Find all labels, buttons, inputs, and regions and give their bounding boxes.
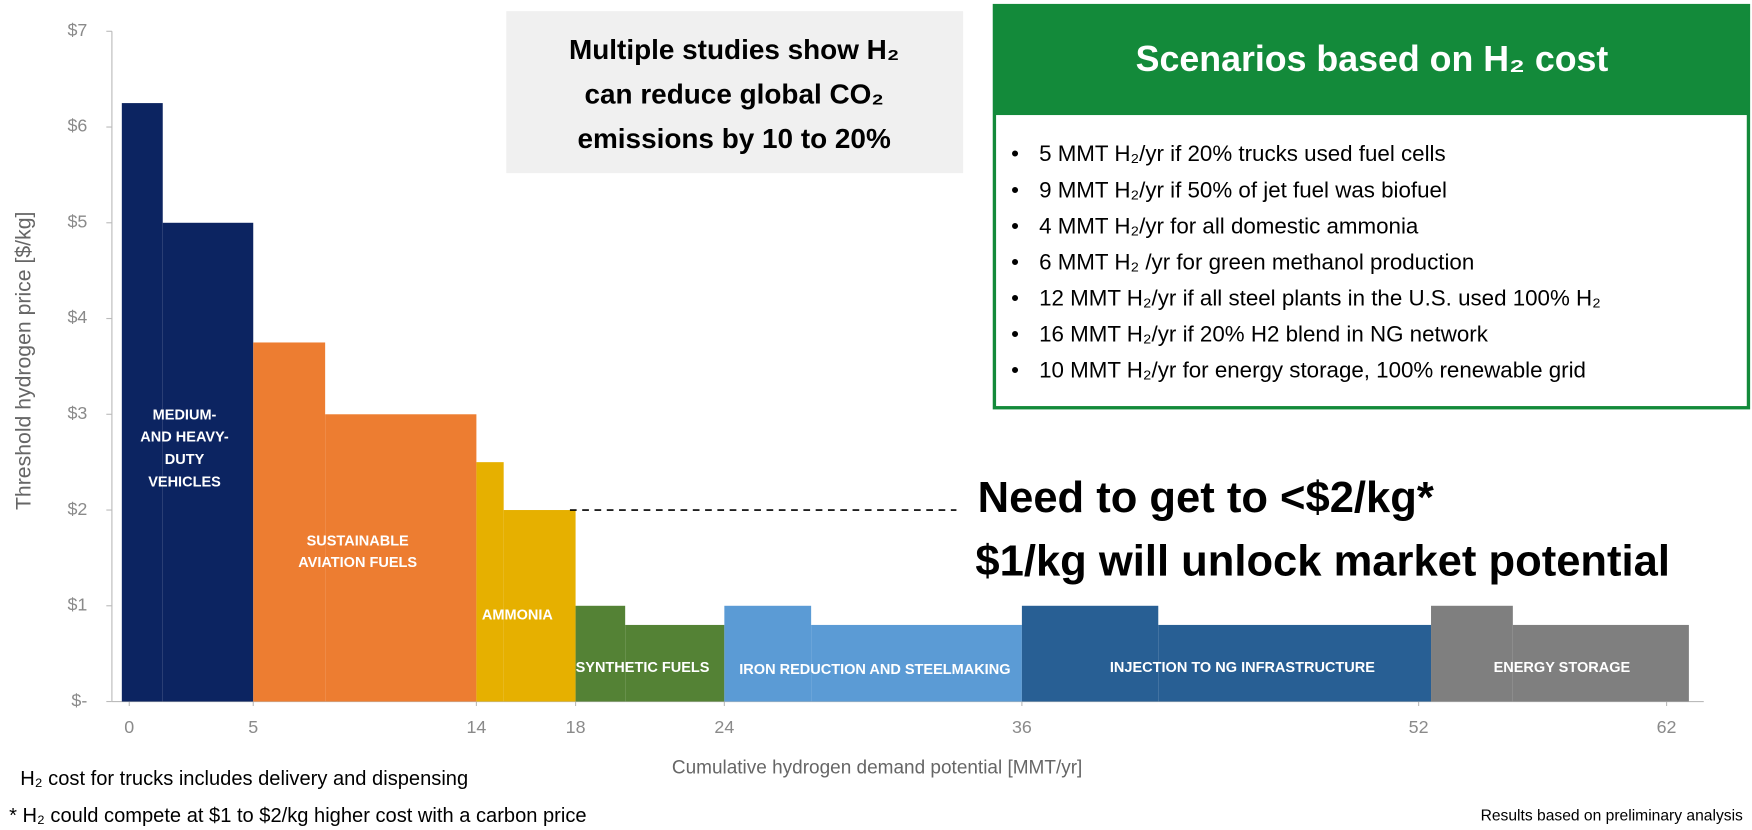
- source-note: Results based on preliminary analysis: [1481, 808, 1743, 825]
- bar: [625, 624, 725, 702]
- bar: [724, 605, 812, 702]
- bullet: •: [1011, 177, 1019, 202]
- segment-label: VEHICLES: [148, 474, 221, 490]
- bar: [162, 222, 254, 702]
- x-tick-label: 0: [124, 717, 134, 737]
- footnote: * H₂ could compete at $1 to $2/kg higher…: [9, 805, 586, 827]
- y-tick-label: $1: [67, 595, 87, 615]
- bar: [476, 462, 504, 702]
- bullet: •: [1011, 322, 1019, 347]
- scenario-item: 9 MMT H₂/yr if 50% of jet fuel was biofu…: [1039, 177, 1447, 202]
- x-tick-label: 62: [1657, 717, 1677, 737]
- bullet: •: [1011, 141, 1019, 166]
- bar: [121, 103, 163, 702]
- bar: [1158, 624, 1432, 702]
- segment-label: SYNTHETIC FUELS: [576, 660, 710, 676]
- bar: [325, 414, 477, 702]
- segment-label: AMMONIA: [482, 607, 553, 623]
- bar: [253, 342, 326, 702]
- bar: [811, 624, 1022, 702]
- x-axis-label: Cumulative hydrogen demand potential [MM…: [672, 758, 1082, 779]
- y-tick-label: $-: [71, 690, 87, 710]
- scenario-item: 4 MMT H₂/yr for all domestic ammonia: [1039, 213, 1419, 238]
- bar: [503, 510, 576, 702]
- y-tick-label: $4: [67, 307, 87, 327]
- bar: [1021, 605, 1159, 702]
- bullet: •: [1011, 358, 1019, 383]
- scenario-item: 6 MMT H₂ /yr for green methanol producti…: [1039, 249, 1474, 274]
- scenario-item: 12 MMT H₂/yr if all steel plants in the …: [1039, 286, 1601, 311]
- scenario-header: [994, 5, 1749, 116]
- annotation: Need to get to <$2/kg*: [978, 474, 1434, 522]
- y-tick-label: $2: [67, 499, 87, 519]
- y-tick-label: $7: [67, 20, 87, 40]
- x-tick-label: 36: [1012, 717, 1032, 737]
- callout-text: Multiple studies show H₂: [569, 34, 899, 65]
- segment-label: INJECTION TO NG INFRASTRUCTURE: [1110, 660, 1375, 676]
- x-tick-label: 52: [1409, 717, 1429, 737]
- scenario-item: 5 MMT H₂/yr if 20% trucks used fuel cell…: [1039, 141, 1446, 166]
- bullet: •: [1011, 249, 1019, 274]
- x-tick-label: 5: [248, 717, 258, 737]
- segment-label: AVIATION FUELS: [298, 555, 417, 571]
- y-tick-label: $3: [67, 403, 87, 423]
- scenario-item: 10 MMT H₂/yr for energy storage, 100% re…: [1039, 358, 1586, 383]
- bullet: •: [1011, 213, 1019, 238]
- y-tick-label: $5: [67, 211, 87, 231]
- scenario-item: 16 MMT H₂/yr if 20% H2 blend in NG netwo…: [1039, 322, 1489, 347]
- x-tick-label: 24: [714, 717, 734, 737]
- x-tick-label: 18: [566, 717, 586, 737]
- footnote: H₂ cost for trucks includes delivery and…: [20, 768, 468, 790]
- segment-label: DUTY: [165, 452, 205, 468]
- segment-label: MEDIUM-: [153, 407, 217, 423]
- callout-text: emissions by 10 to 20%: [577, 123, 890, 154]
- segment-label: ENERGY STORAGE: [1494, 660, 1631, 676]
- bar: [575, 605, 626, 702]
- bar: [1431, 605, 1513, 702]
- callout-box: [506, 11, 964, 174]
- segment-label: IRON REDUCTION AND STEELMAKING: [739, 662, 1010, 678]
- bar: [1512, 624, 1689, 702]
- segment-label: SUSTAINABLE: [307, 534, 409, 550]
- segment-label: AND HEAVY-: [140, 430, 229, 446]
- bullet: •: [1011, 286, 1019, 311]
- x-tick-label: 14: [466, 717, 486, 737]
- y-axis-label: Threshold hydrogen price [$/kg]: [12, 212, 35, 510]
- annotation: $1/kg will unlock market potential: [975, 538, 1670, 586]
- scenario-title: Scenarios based on H₂ cost: [1136, 39, 1609, 79]
- y-tick-label: $6: [67, 116, 87, 136]
- callout-text: can reduce global CO₂: [584, 78, 883, 109]
